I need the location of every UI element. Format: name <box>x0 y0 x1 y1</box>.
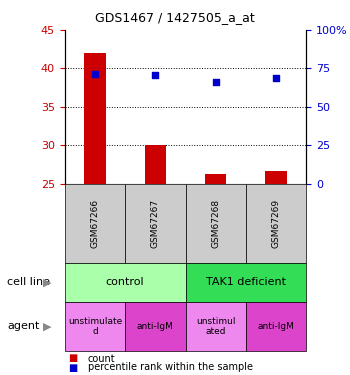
Text: ■: ■ <box>68 363 77 372</box>
Text: GSM67266: GSM67266 <box>90 199 99 248</box>
Text: agent: agent <box>7 321 39 331</box>
Point <box>213 78 218 84</box>
Point <box>153 72 158 78</box>
Text: GSM67267: GSM67267 <box>151 199 160 248</box>
Text: anti-IgM: anti-IgM <box>258 322 294 331</box>
Bar <box>266 171 287 184</box>
Point <box>92 71 98 77</box>
Text: ▶: ▶ <box>43 277 51 287</box>
Text: cell line: cell line <box>7 277 50 287</box>
Text: unstimul
ated: unstimul ated <box>196 316 236 336</box>
Point <box>273 75 279 81</box>
Text: percentile rank within the sample: percentile rank within the sample <box>88 363 252 372</box>
Text: GDS1467 / 1427505_a_at: GDS1467 / 1427505_a_at <box>95 11 255 24</box>
Text: ■: ■ <box>68 354 77 363</box>
Text: ▶: ▶ <box>43 321 51 331</box>
Bar <box>205 174 226 184</box>
Text: count: count <box>88 354 115 363</box>
Bar <box>145 146 166 184</box>
Text: unstimulate
d: unstimulate d <box>68 316 122 336</box>
Text: anti-IgM: anti-IgM <box>137 322 174 331</box>
Text: control: control <box>106 277 145 287</box>
Text: GSM67269: GSM67269 <box>272 199 281 248</box>
Text: TAK1 deficient: TAK1 deficient <box>206 277 286 287</box>
Text: GSM67268: GSM67268 <box>211 199 220 248</box>
Bar <box>84 53 105 184</box>
